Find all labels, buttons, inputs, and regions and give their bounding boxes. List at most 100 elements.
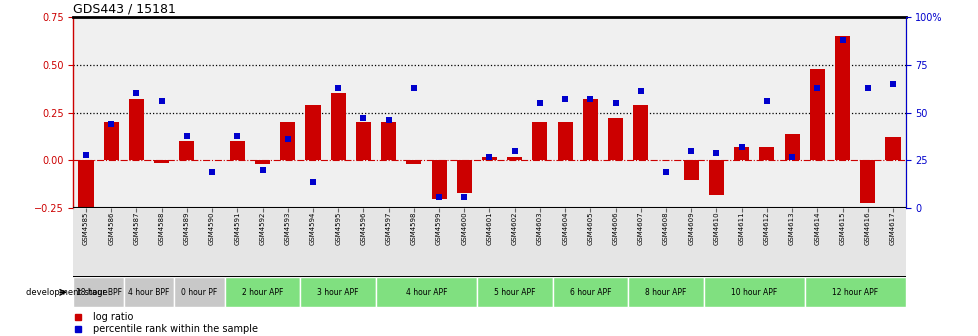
Bar xyxy=(431,161,446,199)
Text: GSM4589: GSM4589 xyxy=(184,212,190,245)
FancyBboxPatch shape xyxy=(628,277,703,307)
Bar xyxy=(860,161,874,203)
Text: 10 hour APF: 10 hour APF xyxy=(731,288,777,297)
Text: GSM4595: GSM4595 xyxy=(334,212,341,245)
Bar xyxy=(633,105,647,161)
Bar xyxy=(683,161,698,179)
Bar xyxy=(380,122,396,161)
Text: GSM4604: GSM4604 xyxy=(561,212,567,245)
Bar xyxy=(149,208,174,276)
Bar xyxy=(753,208,778,276)
Text: GSM4596: GSM4596 xyxy=(360,212,366,245)
Text: GSM4594: GSM4594 xyxy=(310,212,316,245)
Text: GSM4600: GSM4600 xyxy=(461,212,467,245)
Bar xyxy=(557,122,572,161)
Bar xyxy=(124,208,149,276)
Bar xyxy=(225,208,249,276)
Bar xyxy=(734,147,748,161)
Bar xyxy=(401,208,426,276)
Bar xyxy=(678,208,703,276)
Bar xyxy=(854,208,879,276)
Bar xyxy=(457,161,471,193)
Bar xyxy=(607,118,623,161)
Bar xyxy=(577,208,602,276)
Bar xyxy=(129,99,144,161)
Bar xyxy=(804,208,829,276)
Text: GSM4611: GSM4611 xyxy=(738,212,744,245)
Bar xyxy=(834,36,849,161)
Text: GSM4592: GSM4592 xyxy=(259,212,265,245)
Bar xyxy=(406,161,421,164)
FancyBboxPatch shape xyxy=(124,277,174,307)
Bar xyxy=(331,93,345,161)
Bar xyxy=(729,208,753,276)
Bar xyxy=(759,147,774,161)
Text: GSM4606: GSM4606 xyxy=(612,212,618,245)
Text: 4 hour BPF: 4 hour BPF xyxy=(128,288,169,297)
Bar xyxy=(502,208,527,276)
FancyBboxPatch shape xyxy=(225,277,300,307)
Bar xyxy=(104,122,118,161)
Bar xyxy=(703,208,729,276)
Text: GDS443 / 15181: GDS443 / 15181 xyxy=(73,3,176,16)
Bar xyxy=(376,208,401,276)
Bar xyxy=(73,208,99,276)
Text: percentile rank within the sample: percentile rank within the sample xyxy=(93,324,258,334)
Text: GSM4613: GSM4613 xyxy=(788,212,794,245)
Text: GSM4616: GSM4616 xyxy=(864,212,869,245)
FancyBboxPatch shape xyxy=(703,277,804,307)
Text: GSM4601: GSM4601 xyxy=(486,212,492,245)
Text: GSM4610: GSM4610 xyxy=(713,212,719,245)
FancyBboxPatch shape xyxy=(376,277,476,307)
Text: GSM4615: GSM4615 xyxy=(839,212,845,245)
Text: GSM4593: GSM4593 xyxy=(285,212,290,245)
Bar xyxy=(582,99,598,161)
Text: 6 hour APF: 6 hour APF xyxy=(569,288,610,297)
Bar xyxy=(230,141,244,161)
Bar xyxy=(628,208,652,276)
Text: GSM4599: GSM4599 xyxy=(435,212,442,245)
Bar xyxy=(305,105,320,161)
FancyBboxPatch shape xyxy=(476,277,552,307)
Text: GSM4608: GSM4608 xyxy=(662,212,668,245)
Bar xyxy=(99,208,124,276)
Bar xyxy=(350,208,376,276)
Text: log ratio: log ratio xyxy=(93,312,133,322)
Bar xyxy=(476,208,502,276)
Text: GSM4591: GSM4591 xyxy=(234,212,240,245)
Text: 3 hour APF: 3 hour APF xyxy=(317,288,359,297)
Bar xyxy=(154,161,169,163)
Bar xyxy=(78,161,94,209)
Text: 8 hour APF: 8 hour APF xyxy=(645,288,686,297)
Bar xyxy=(829,208,854,276)
Text: GSM4597: GSM4597 xyxy=(385,212,391,245)
Bar xyxy=(652,208,678,276)
Bar xyxy=(481,157,497,161)
Bar xyxy=(249,208,275,276)
Bar xyxy=(451,208,476,276)
Text: 0 hour PF: 0 hour PF xyxy=(181,288,217,297)
FancyBboxPatch shape xyxy=(804,277,905,307)
Bar xyxy=(778,208,804,276)
Bar xyxy=(280,122,295,161)
Text: GSM4607: GSM4607 xyxy=(637,212,644,245)
Bar xyxy=(300,208,326,276)
Bar xyxy=(532,122,547,161)
FancyBboxPatch shape xyxy=(552,277,628,307)
FancyBboxPatch shape xyxy=(300,277,376,307)
Text: GSM4612: GSM4612 xyxy=(763,212,769,245)
Text: GSM4588: GSM4588 xyxy=(158,212,164,245)
Bar xyxy=(527,208,552,276)
Text: GSM4605: GSM4605 xyxy=(587,212,593,245)
Bar xyxy=(602,208,628,276)
Text: GSM4602: GSM4602 xyxy=(511,212,517,245)
Bar xyxy=(200,208,225,276)
Text: GSM4585: GSM4585 xyxy=(83,212,89,245)
Bar xyxy=(326,208,350,276)
Text: 18 hour BPF: 18 hour BPF xyxy=(75,288,121,297)
Text: GSM4586: GSM4586 xyxy=(109,212,114,245)
Bar xyxy=(783,134,799,161)
Bar xyxy=(426,208,451,276)
Text: GSM4614: GSM4614 xyxy=(814,212,820,245)
Bar xyxy=(355,122,371,161)
